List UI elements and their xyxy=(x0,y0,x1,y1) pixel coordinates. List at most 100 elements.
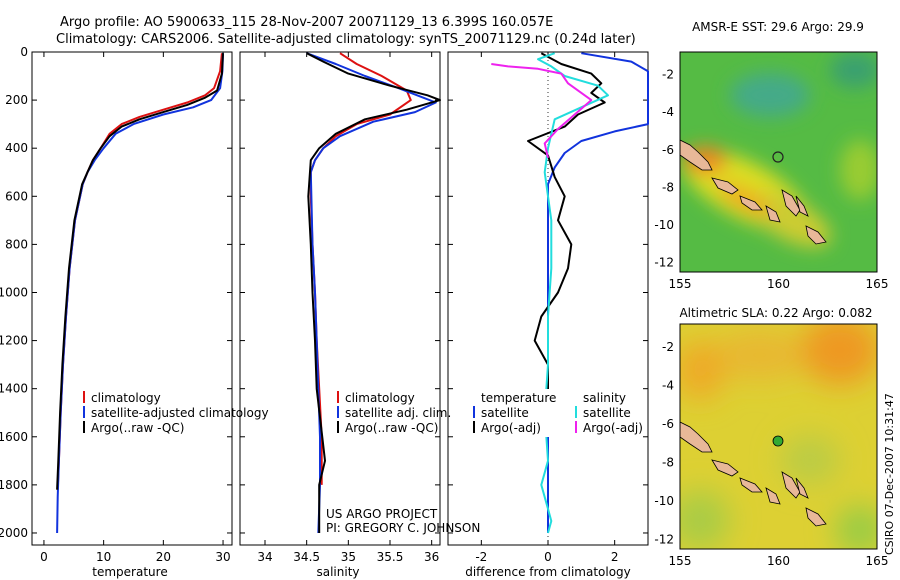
island xyxy=(680,421,713,453)
island xyxy=(739,477,763,493)
sla_map-xtick-label: 165 xyxy=(866,554,889,568)
temperature-ytick-label: 1600 xyxy=(0,430,28,444)
temperature-ytick-label: 1800 xyxy=(0,478,28,492)
legend-title-salinity: salinity xyxy=(583,391,626,405)
sla-low-patch xyxy=(835,505,877,549)
salinity-series-satellite xyxy=(306,52,437,534)
side-label: CSIRO 07-Dec-2007 10:31:47 xyxy=(883,393,896,555)
sst_map-ytick-label: -10 xyxy=(654,218,674,232)
difference-xtick-label: -2 xyxy=(475,550,487,564)
sla_map-ytick-label: -10 xyxy=(654,494,674,508)
temperature-ytick-label: 1200 xyxy=(0,334,28,348)
sla-map-frame xyxy=(679,323,878,550)
legend-label-climatology: climatology xyxy=(345,391,415,405)
sla_map-xtick-label: 160 xyxy=(767,554,790,568)
salinity-xtick-label: 34 xyxy=(257,550,272,564)
sla-high-patch xyxy=(680,340,725,400)
sla-low-patch xyxy=(780,435,840,485)
island xyxy=(739,195,763,211)
temperature-xtick-label: 0 xyxy=(40,550,48,564)
legend-label-satellite: satellite adj. clim. xyxy=(345,406,451,420)
sst-cool-patch xyxy=(730,73,810,117)
sst-islands xyxy=(680,139,827,245)
sla-map xyxy=(680,324,877,549)
legend-title-temperature: temperature xyxy=(481,391,556,405)
difference-legend: temperature salinity satellite Argo(-adj… xyxy=(473,389,643,437)
sla-map-title: Altimetric SLA: 0.22 Argo: 0.082 xyxy=(679,306,872,320)
temperature-ytick-label: 800 xyxy=(5,237,28,251)
legend-label-sal-argo: Argo(-adj) xyxy=(583,421,643,435)
difference-series-argo xyxy=(527,52,606,413)
temperature-xtick-label: 30 xyxy=(215,550,230,564)
sst-map-title: AMSR-E SST: 29.6 Argo: 29.9 xyxy=(692,20,864,34)
island xyxy=(711,459,739,477)
sla-field-blobs xyxy=(680,324,877,549)
sla-low-patch xyxy=(680,490,730,549)
temperature-legend: climatology satellite-adjusted climatolo… xyxy=(83,391,269,435)
difference-series-argo_salinity xyxy=(491,63,593,159)
sla_map-ytick-label: -12 xyxy=(654,532,674,546)
project-annotation: US ARGO PROJECT xyxy=(326,507,438,521)
difference-xlabel: difference from climatology xyxy=(465,565,631,579)
island xyxy=(680,139,713,171)
sst_map-ytick-label: -2 xyxy=(662,68,674,82)
legend-label-argo: Argo(..raw -QC) xyxy=(345,421,438,435)
temperature-ytick-label: 2000 xyxy=(0,526,28,540)
island xyxy=(765,205,781,223)
sst_map-xtick-label: 155 xyxy=(669,277,692,291)
temperature-ytick-label: 600 xyxy=(5,189,28,203)
salinity-series-argo xyxy=(306,52,441,533)
legend-label-climatology: climatology xyxy=(91,391,161,405)
temperature-xtick-label: 20 xyxy=(156,550,171,564)
sst-map-frame xyxy=(679,51,878,273)
temperature-xtick-label: 10 xyxy=(96,550,111,564)
island xyxy=(781,189,801,217)
legend-label-temp-argo: Argo(-adj) xyxy=(481,421,541,435)
sla-high-patch xyxy=(800,324,877,385)
pi-annotation: PI: GREGORY C. JOHNSON xyxy=(326,521,480,535)
difference-legend-box xyxy=(477,389,643,437)
header-line-1: Argo profile: AO 5900633_115 28-Nov-2007… xyxy=(60,15,553,30)
legend-label-temp-satellite: satellite xyxy=(481,406,529,420)
temperature-ytick-label: 200 xyxy=(5,93,28,107)
sla_map-ytick-label: -8 xyxy=(662,455,674,469)
legend-label-satellite: satellite-adjusted climatology xyxy=(91,406,269,420)
salinity-xtick-label: 35.5 xyxy=(377,550,404,564)
salinity-xtick-label: 35 xyxy=(341,550,356,564)
sla_map-ytick-label: -6 xyxy=(662,417,674,431)
sla_map-xtick-label: 155 xyxy=(669,554,692,568)
salinity-xtick-label: 34.5 xyxy=(293,550,320,564)
sst-warm-patch xyxy=(840,140,877,200)
temperature-series-satellite xyxy=(56,53,224,534)
sla_map-ytick-label: -2 xyxy=(662,340,674,354)
difference-xtick-label: 0 xyxy=(544,550,552,564)
sst-cool-patch xyxy=(830,52,877,88)
difference-series-sat_salinity xyxy=(537,52,609,534)
argo-position-marker xyxy=(772,151,784,163)
salinity-legend: climatology satellite adj. clim. Argo(..… xyxy=(337,391,451,435)
temperature-plot-frame xyxy=(31,51,233,546)
sst_map-ytick-label: -12 xyxy=(654,256,674,270)
island xyxy=(795,477,809,499)
argo-position-marker xyxy=(772,435,784,447)
island xyxy=(765,487,781,505)
island xyxy=(805,507,827,527)
sst_map-xtick-label: 165 xyxy=(866,277,889,291)
island xyxy=(795,195,809,217)
island xyxy=(711,177,739,195)
lines-layer xyxy=(56,52,649,545)
sla-high-patch xyxy=(715,330,805,380)
temperature-ytick-label: 1000 xyxy=(0,285,28,299)
temperature-ytick-label: 1400 xyxy=(0,382,28,396)
sla_map-ytick-label: -4 xyxy=(662,379,674,393)
temperature-ytick-label: 400 xyxy=(5,141,28,155)
salinity-xlabel: salinity xyxy=(316,565,359,579)
island xyxy=(805,225,827,245)
sst_map-ytick-label: -4 xyxy=(662,105,674,119)
island xyxy=(781,471,801,499)
temperature-xlabel: temperature xyxy=(92,565,167,579)
temperature-ytick-label: 0 xyxy=(20,45,28,59)
salinity-plot-frame xyxy=(239,51,441,546)
temperature-series-argo xyxy=(56,53,224,490)
